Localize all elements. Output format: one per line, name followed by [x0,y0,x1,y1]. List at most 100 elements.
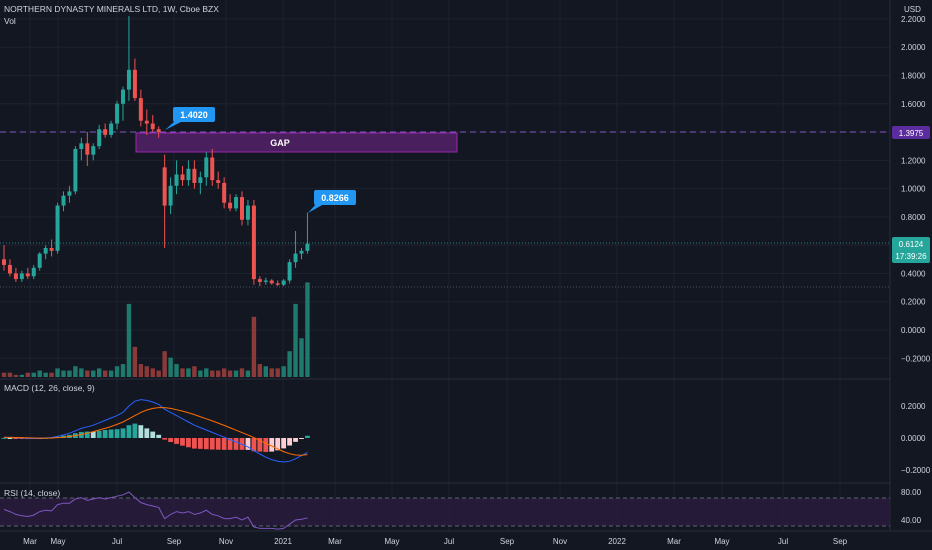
macd-histogram-bar [180,438,185,446]
volume-bar [91,370,96,377]
volume-bar [138,364,144,377]
price-tick-label: 2.0000 [901,43,926,52]
candle-body [228,202,233,209]
rsi-legend[interactable]: RSI (14, close) [4,488,60,498]
time-axis-label: Sep [500,537,515,546]
symbol-title[interactable]: NORTHERN DYNASTY MINERALS LTD, 1W, Cboe … [4,4,219,14]
volume-bar [293,303,298,377]
candle-body [37,253,42,268]
macd-histogram-bar [245,438,251,450]
time-axis-label: 2021 [274,537,292,546]
macd-histogram-bar [251,438,257,452]
hline-price-text: 1.3975 [899,129,924,138]
callout-recent[interactable]: 0.8266 [308,190,356,213]
macd-line [3,399,308,463]
volume-bar [144,366,149,377]
macd-histogram-bar [174,438,179,444]
currency-label: USD [904,5,921,14]
candlesticks [2,16,310,287]
volume-bar [275,368,280,377]
macd-tick-label: −0.2000 [901,466,931,475]
time-axis[interactable]: Mar May Jul Sep Nov 2021 Mar May Jul Sep Nov 2022 Ma… [23,537,848,546]
candle-body [115,103,120,124]
rsi-band [0,498,890,526]
time-axis-label: Jul [778,537,788,546]
macd-histogram-bar [108,429,114,438]
candle-body [162,167,167,206]
candle-body [204,157,209,178]
volume-bar [156,370,161,377]
countdown-text: 17:39:26 [895,252,927,261]
volume-bar [299,338,304,377]
macd-legend[interactable]: MACD (12, 26, close, 9) [4,383,95,393]
macd-histogram-bar [162,438,168,440]
volume-bar [102,370,108,377]
macd-tick-label: 0.2000 [901,402,926,411]
volume-bar [108,370,114,377]
candle-body [55,205,60,251]
volume-bar [85,370,90,377]
volume-bar [192,366,197,377]
candle-body [144,120,149,124]
candle-body [85,143,90,155]
candle-body [97,129,102,147]
macd-histogram-bar [305,435,310,438]
volume-bar [180,368,185,377]
time-axis-label: Mar [23,537,37,546]
time-axis-label: Nov [553,537,567,546]
gap-box[interactable] [135,132,458,153]
macd-tick-label: 0.0000 [901,434,926,443]
volume-bar [233,370,239,377]
price-tick-label: −0.2000 [901,354,931,363]
hline-price-badge: 1.3975 [892,126,930,139]
volume-bar [37,370,42,377]
volume-bar [198,370,203,377]
time-axis-label: Mar [328,537,342,546]
candle-body [79,143,84,150]
grid-lines [0,0,890,531]
volume-bar [281,366,286,377]
candle-body [156,129,161,133]
macd-histogram-bar [263,438,269,452]
volume-legend[interactable]: Vol [4,16,16,26]
volume-bar [7,372,13,377]
volume-bar [251,316,257,377]
price-tick-label: 1.8000 [901,71,926,80]
macd-histogram-bar [257,438,263,452]
volume-bar [49,372,54,377]
candle-body [240,197,244,220]
macd-histogram-bar [269,438,275,452]
macd-histogram-bar [197,438,203,449]
candle-body [43,247,48,254]
volume-bar [227,370,233,377]
volume-bar [257,364,263,377]
macd-axis[interactable]: 0.2000 0.0000 −0.2000 [901,402,931,475]
gap-label: GAP [270,138,290,148]
candle-body [13,273,18,280]
candle-body [150,123,155,130]
candle-body [192,168,197,183]
price-tick-label: 0.0000 [901,326,926,335]
time-axis-label: May [384,537,399,546]
macd-histogram-bar [150,431,156,438]
candle-body [299,250,304,254]
macd-histogram-bar [7,438,13,439]
candle-body [7,264,12,274]
volume-bar [126,303,132,377]
volume-bar [245,370,251,377]
callout-high[interactable]: 1.4020 [165,107,215,130]
volume-bar [13,374,19,377]
volume-bar [210,370,215,377]
macd-histogram-bar [120,428,126,438]
macd-histogram-bar [221,438,227,450]
volume-bar [216,370,221,377]
rsi-axis[interactable]: 80.00 40.00 [901,488,922,525]
candle-body [263,280,268,282]
macd-histogram [1,423,310,452]
candle-body [275,283,280,285]
macd-histogram-bar [192,438,197,449]
time-axis-label: Sep [833,537,848,546]
volume-bars [1,282,310,377]
macd-histogram-bar [168,438,173,442]
